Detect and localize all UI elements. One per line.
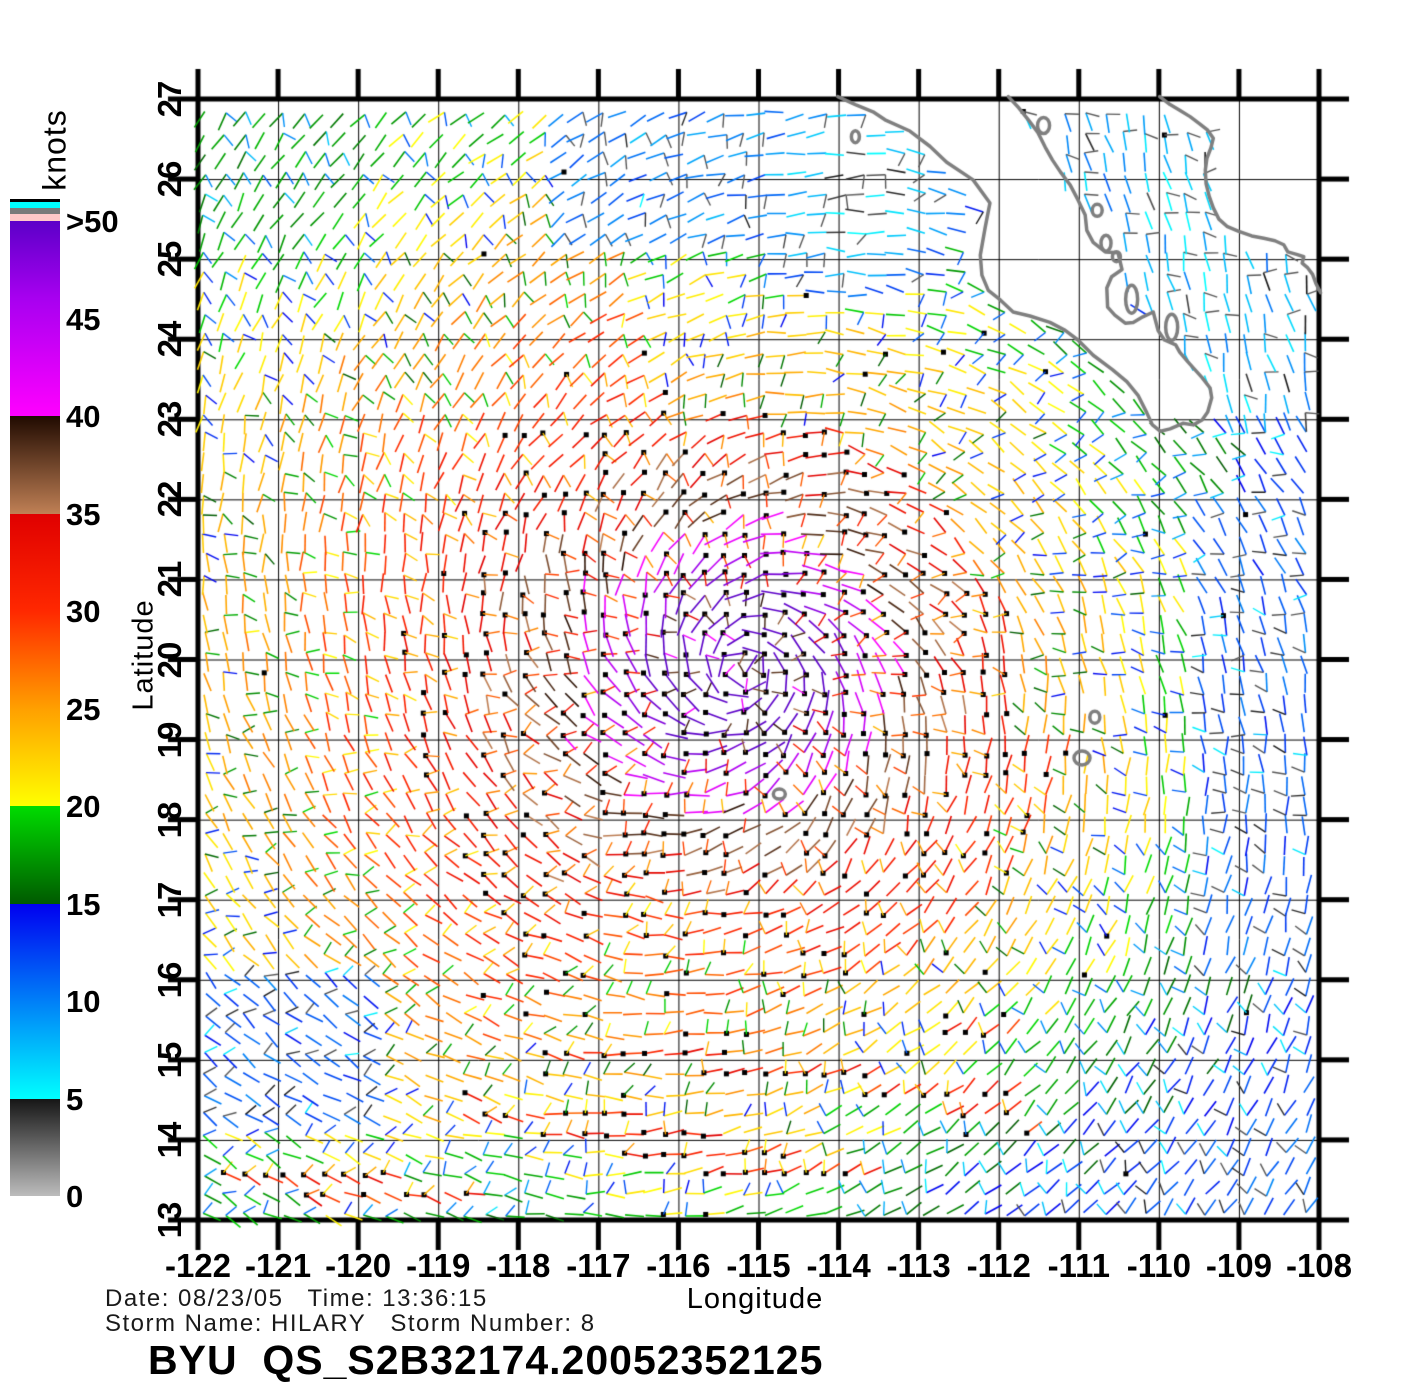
colorbar-segment (10, 611, 60, 709)
y-tick-label: 24 (151, 320, 188, 358)
y-tick-label: 13 (151, 1201, 188, 1239)
y-tick-label: 17 (151, 881, 188, 919)
colorbar-strip (10, 214, 60, 221)
colorbar-tick-label: 20 (66, 789, 101, 824)
y-tick-label: 19 (151, 721, 188, 758)
colorbar-strip (10, 199, 60, 202)
colorbar-segment (10, 299, 60, 416)
colorbar-segment (10, 513, 60, 611)
colorbar-tick-label: >50 (66, 204, 119, 239)
x-tick-label: -118 (486, 1247, 551, 1284)
plot-title: BYU QS_S2B32174.20052352125 (148, 1337, 824, 1383)
x-tick-label: -117 (566, 1247, 631, 1284)
colorbar-segment (10, 903, 60, 1099)
colorbar-tick-label: 15 (66, 886, 101, 922)
y-tick-label: 21 (151, 561, 188, 598)
x-tick-label: -122 (164, 1247, 232, 1284)
storm-caption: Storm Name: HILARY Storm Number: 8 (105, 1310, 596, 1337)
colorbar-strip (10, 208, 60, 214)
y-tick-label: 14 (151, 1121, 188, 1159)
y-tick-label: 27 (151, 80, 188, 118)
colorbar-tick-label: 25 (66, 691, 101, 727)
date-time-caption: Date: 08/23/05 Time: 13:36:15 (105, 1285, 488, 1312)
y-tick-label: 23 (151, 400, 188, 438)
x-axis-title: Longitude (686, 1283, 824, 1315)
colorbar-tick-label: 35 (66, 496, 101, 532)
colorbar-tick-label: 10 (66, 984, 101, 1019)
colorbar-strip (10, 202, 60, 208)
y-tick-label: 22 (151, 480, 188, 518)
colorbar-title: knots (36, 109, 73, 191)
colorbar-segment (10, 416, 60, 514)
colorbar-tick-label: 30 (66, 594, 101, 629)
y-tick-label: 26 (151, 160, 188, 198)
colorbar-tick-label: 45 (66, 301, 101, 337)
y-tick-label: 15 (151, 1041, 188, 1079)
colorbar-tick-label: 40 (66, 399, 101, 434)
y-tick-label: 25 (151, 240, 188, 278)
x-tick-label: -108 (1285, 1247, 1353, 1284)
y-tick-label: 20 (151, 641, 188, 678)
colorbar-segment (10, 221, 60, 299)
x-tick-label: -121 (245, 1247, 312, 1284)
x-tick-label: -119 (406, 1247, 471, 1284)
colorbar-tick-label: 5 (66, 1081, 84, 1117)
x-tick-label: -116 (646, 1247, 711, 1284)
colorbar-segment (10, 806, 60, 904)
x-tick-label: -120 (325, 1247, 392, 1284)
y-tick-label: 18 (151, 801, 188, 838)
x-tick-label: -111 (1047, 1247, 1110, 1284)
x-tick-label: -113 (886, 1247, 951, 1284)
colorbar-segment (10, 1098, 60, 1196)
x-tick-label: -114 (806, 1247, 871, 1284)
x-tick-label: -109 (1205, 1247, 1272, 1284)
x-tick-label: -110 (1126, 1247, 1191, 1284)
y-tick-label: 16 (151, 961, 188, 999)
x-tick-label: -112 (966, 1247, 1031, 1284)
colorbar-segment (10, 708, 60, 806)
colorbar-tick-label: 0 (66, 1179, 84, 1214)
wind-speed-colorbar (10, 199, 60, 1196)
x-tick-label: -115 (726, 1247, 791, 1284)
